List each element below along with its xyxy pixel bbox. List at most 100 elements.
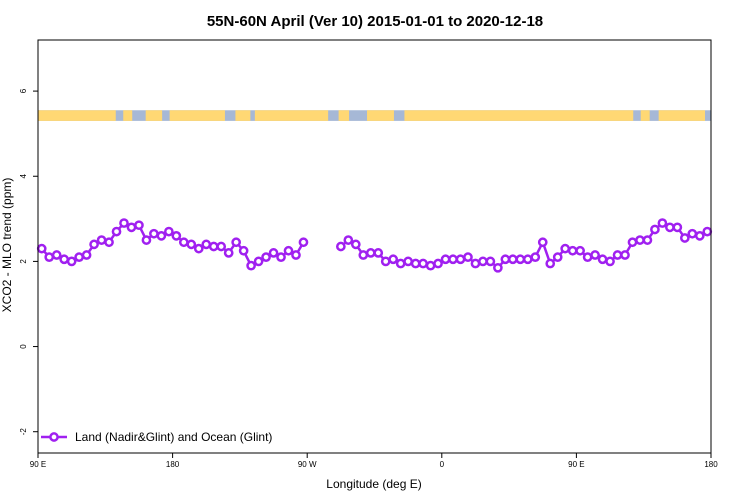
data-point [665,222,675,233]
land-segment [235,110,251,121]
data-point [81,250,92,260]
data-point [141,235,152,245]
data-point [582,252,593,262]
y-tick-label: 2 [19,259,28,264]
data-point [410,258,421,269]
data-point [156,231,167,241]
data-point [171,231,182,241]
data-point [380,256,391,267]
series-layer [36,218,713,273]
legend: Land (Nadir&Glint) and Ocean (Glint) [41,430,272,444]
data-point [672,222,683,233]
data-point [208,241,219,252]
y-axis: -2 0 2 4 6 [19,88,38,435]
data-point [96,235,107,245]
land-ocean-strip [38,110,711,121]
land-segment [640,110,650,121]
data-point [66,256,77,267]
data-point [74,252,84,262]
data-point [657,218,668,228]
data-point [388,254,399,265]
data-point [261,252,271,262]
data-point [627,237,638,248]
data-point [687,228,698,239]
plot-frame [37,39,712,454]
data-point [350,239,361,250]
land-segment [123,110,133,121]
data-point [522,254,533,265]
data-point [567,245,578,256]
data-point [104,237,114,248]
land-segment [338,110,350,121]
data-point [545,258,556,269]
land-segment [169,110,225,121]
x-axis-label: Longitude (deg E) [326,477,421,491]
data-point [620,250,630,260]
land-segment [404,110,634,121]
land-segment [145,110,163,121]
data-point [493,262,503,273]
data-point [507,254,518,265]
data-point [403,256,413,267]
x-tick-label: 90 W [298,460,317,469]
data-point [186,239,197,250]
data-point [134,220,144,231]
x-tick-label: 90 E [30,460,46,469]
data-point [216,241,227,252]
data-point [500,254,511,265]
data-point [178,237,189,248]
y-tick-label: 4 [19,173,28,178]
land-segment [38,110,116,121]
data-point [679,233,690,243]
legend-marker [49,432,59,442]
y-tick-label: 6 [19,88,28,93]
data-point [111,226,122,237]
data-point [470,258,481,269]
data-point [560,243,571,254]
data-point [418,258,428,269]
data-point [515,254,526,265]
x-tick-label: 90 E [568,460,584,469]
data-point [702,226,713,237]
data-point [612,250,623,260]
data-point [530,252,541,262]
data-point [365,248,376,258]
data-point [223,248,234,258]
data-point [590,250,600,260]
x-tick-label: 180 [166,460,180,469]
data-point [425,260,436,271]
y-tick-label: 0 [19,344,28,349]
data-point [597,254,608,265]
data-point [59,254,70,265]
y-axis-label: XCO2 - MLO trend (ppm) [0,178,14,313]
data-point [485,256,496,267]
data-point [238,245,249,256]
data-point [343,235,354,245]
land-segment [658,110,706,121]
data-point [246,260,256,271]
data-point [276,252,286,262]
data-point [440,254,451,265]
x-tick-label: 0 [440,460,445,469]
data-point [650,224,660,235]
data-point [395,258,406,269]
data-point [193,243,204,254]
data-point [455,254,466,265]
data-point [164,226,174,237]
y-tick-label: -2 [19,428,28,436]
x-tick-label: 180 [704,460,718,469]
data-point [605,256,615,267]
data-point [537,237,548,248]
data-point [36,243,47,254]
data-point [89,239,99,250]
data-point [552,252,563,262]
data-point [253,256,264,267]
data-point [448,254,458,265]
data-point [336,241,346,252]
data-point [642,235,653,245]
data-point [694,231,705,241]
data-point [268,248,279,258]
data-point [478,256,488,267]
data-point [231,237,242,248]
